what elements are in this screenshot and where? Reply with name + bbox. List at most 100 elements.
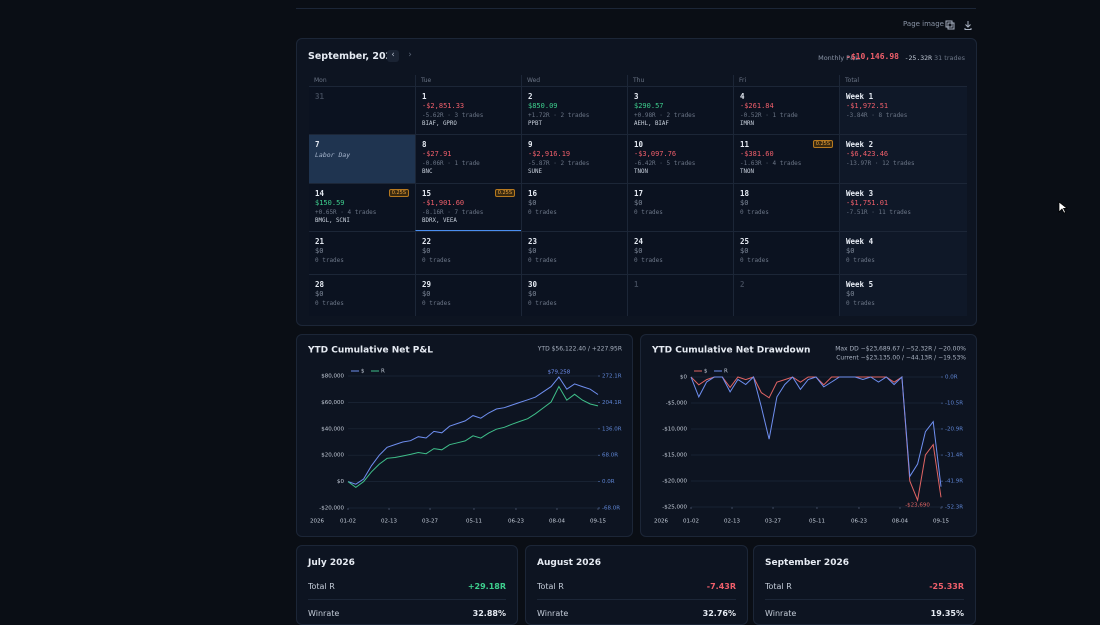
y-tick-label: $0 <box>337 479 344 485</box>
month-card: September 2026 Total R -25.33R Winrate 19.35… <box>753 545 976 625</box>
stat-label: Winrate <box>308 609 340 618</box>
y2-tick-label: 204.1R <box>602 400 622 406</box>
day-number: 9 <box>528 140 533 149</box>
y-tick-label: $0 <box>680 375 687 381</box>
monthly-label: Monthly P&L: <box>818 54 861 62</box>
annotation: $79,258 <box>548 369 571 375</box>
day-number: 7 <box>315 140 320 149</box>
stat-value: -25.33R <box>929 582 964 591</box>
day-number: 10 <box>634 140 644 149</box>
pnl: -$2,851.33 <box>422 102 465 110</box>
day-cell[interactable]: 2 $850.09 +1.72R · 2 trades PPBT <box>521 86 627 134</box>
chart: YTD Cumulative Net P&L YTD $56,122.40 / +… <box>307 346 622 525</box>
day-number: 23 <box>528 237 538 246</box>
stat-label: Winrate <box>765 609 797 618</box>
next-month[interactable]: › <box>408 50 412 60</box>
download-button[interactable] <box>964 21 972 30</box>
y-tick-label: $60,000 <box>321 400 344 406</box>
day-cell[interactable]: 21 $0 0 trades <box>309 231 415 274</box>
day-cell[interactable]: 30 $0 0 trades <box>521 274 627 316</box>
stats: -1.63R · 4 trades <box>740 160 802 167</box>
weekday-header: Total <box>839 75 967 86</box>
day-cell[interactable]: 15 -$1,901.60 -8.16R · 7 trades BDRX, VEEA 0… <box>415 183 521 231</box>
stats: 0 trades <box>846 300 875 307</box>
weekday-header: Tue <box>415 75 521 86</box>
month-card: August 2026 Total R -7.43R Winrate 32.76% <box>525 545 748 625</box>
day-cell[interactable]: 28 $0 0 trades <box>309 274 415 316</box>
pnl: $0 <box>740 199 749 207</box>
prev-month[interactable]: ‹ <box>387 50 399 62</box>
y2-tick-label: -68.0R <box>602 506 620 512</box>
week-total-cell: Week 2 -$6,423.46 -13.97R · 12 trades <box>839 134 967 183</box>
day-cell[interactable]: 11 -$381.60 -1.63R · 4 trades TNON 0.25S <box>733 134 839 183</box>
day-number: 2 <box>740 280 745 289</box>
stats: 0 trades <box>740 257 769 264</box>
day-cell[interactable]: 3 $290.57 +0.98R · 2 trades AEHL, BIAF <box>627 86 733 134</box>
legend-label: R <box>724 369 728 375</box>
copy-button[interactable] <box>945 20 955 30</box>
day-cell[interactable]: 1 <box>627 274 733 316</box>
day-cell[interactable]: 16 $0 0 trades <box>521 183 627 231</box>
week-total-cell: Week 4 $0 0 trades <box>839 231 967 274</box>
y-tick-label: $40,000 <box>321 426 344 432</box>
day-number: 31 <box>315 92 325 101</box>
x-offset-label: 2026 <box>310 519 324 525</box>
stats: -3.84R · 8 trades <box>846 112 908 119</box>
annotation: -$23,690 <box>905 503 930 509</box>
monthly-pnl: -$10,146.98 <box>846 52 899 61</box>
stat-value: -7.43R <box>706 582 736 591</box>
chart-summary: Max DD −$23,689.67 / −52.32R / −20.00% <box>835 346 966 353</box>
day-cell[interactable]: 24 $0 0 trades <box>627 231 733 274</box>
stats: -5.62R · 3 trades <box>422 112 484 119</box>
tickers: BDRX, VEEA <box>422 218 457 224</box>
page-image-label: Page image <box>903 20 944 28</box>
legend-label: $ <box>361 369 365 375</box>
day-cell[interactable]: 8 -$27.91 -0.06R · 1 trade BNC <box>415 134 521 183</box>
y-tick-label: -$15,000 <box>662 453 687 459</box>
y2-tick-label: -10.5R <box>945 401 963 407</box>
mouse-cursor <box>1058 201 1068 214</box>
day-number: 21 <box>315 237 325 246</box>
day-cell[interactable]: 31 <box>309 86 415 134</box>
week-label: Week 2 <box>846 140 874 149</box>
y2-tick-label: 0.0R <box>945 375 958 381</box>
weekday-header: Mon <box>314 77 327 84</box>
day-cell[interactable]: 22 $0 0 trades <box>415 231 521 274</box>
day-number: 4 <box>740 92 745 101</box>
risk-badge: 0.25S <box>812 140 833 148</box>
x-tick-label: 05-11 <box>466 519 482 525</box>
day-number: 8 <box>422 140 427 149</box>
day-cell[interactable]: 14 $150.59 +0.65R · 4 trades BMGL, SCNI 0.25… <box>309 183 415 231</box>
day-number: 18 <box>740 189 750 198</box>
tickers: BNC <box>422 169 433 175</box>
pnl: -$27.91 <box>422 150 452 158</box>
pnl: $290.57 <box>634 102 664 110</box>
pnl: $0 <box>846 290 855 298</box>
day-cell[interactable]: 1 -$2,851.33 -5.62R · 3 trades BIAF, GPRO <box>415 86 521 134</box>
day-cell[interactable]: 25 $0 0 trades <box>733 231 839 274</box>
day-cell[interactable]: 29 $0 0 trades <box>415 274 521 316</box>
day-cell[interactable]: 18 $0 0 trades <box>733 183 839 231</box>
day-cell[interactable]: 10 -$3,097.76 -6.42R · 5 trades TNON <box>627 134 733 183</box>
x-tick-label: 01-02 <box>340 519 356 525</box>
stats: 0 trades <box>740 209 769 216</box>
tickers: PPBT <box>528 121 542 127</box>
x-tick-label: 03-27 <box>765 519 781 525</box>
x-tick-label: 02-13 <box>724 519 740 525</box>
chart: YTD Cumulative Net Drawdown Max DD −$23,6… <box>651 346 966 525</box>
day-cell[interactable]: 4 -$261.84 -0.52R · 1 trade IMRN <box>733 86 839 134</box>
day-cell[interactable]: 17 $0 0 trades <box>627 183 733 231</box>
day-number: 2 <box>528 92 533 101</box>
day-cell[interactable]: 23 $0 0 trades <box>521 231 627 274</box>
day-number: 17 <box>634 189 644 198</box>
day-cell[interactable]: 9 -$2,916.19 -5.87R · 2 trades SUNE <box>521 134 627 183</box>
x-tick-label: 03-27 <box>422 519 438 525</box>
day-cell[interactable]: 2 <box>733 274 839 316</box>
pnl: $0 <box>422 247 431 255</box>
pnl-chart-panel: YTD Cumulative Net P&L YTD $56,122.40 / +… <box>296 334 633 537</box>
stat-label: Total R <box>765 582 792 591</box>
series-line <box>347 376 599 485</box>
day-cell[interactable]: 7 Labor Day <box>309 134 415 183</box>
day-number: 14 <box>315 189 325 198</box>
stats: +0.65R · 4 trades <box>315 209 377 216</box>
